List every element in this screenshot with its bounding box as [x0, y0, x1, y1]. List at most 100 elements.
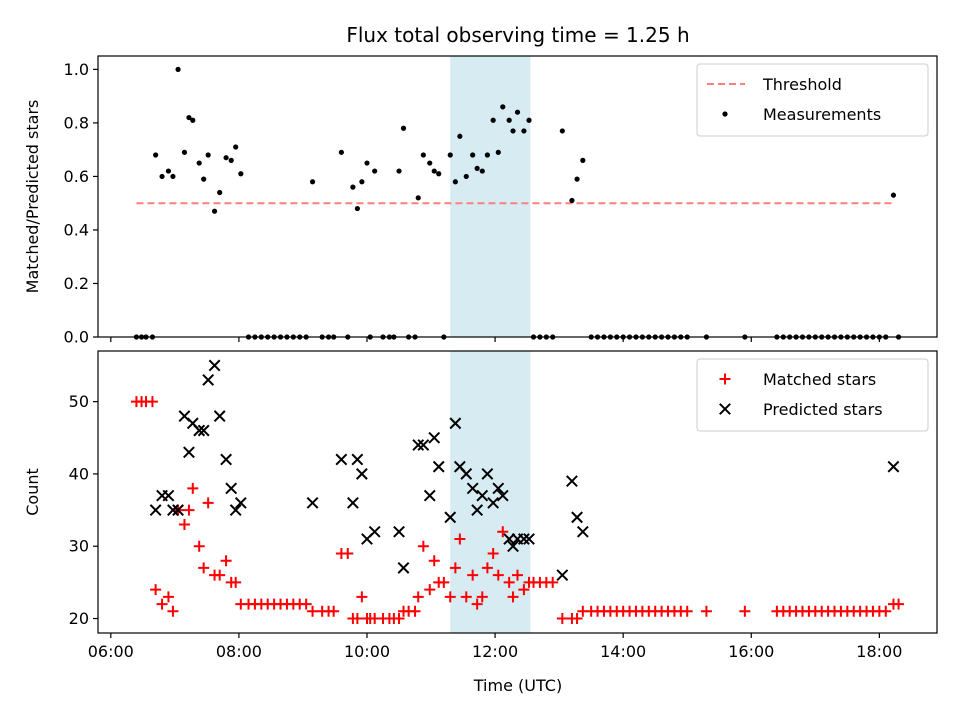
legend-label: Threshold — [762, 75, 842, 94]
legend-swatch — [719, 373, 731, 385]
data-point — [214, 569, 226, 581]
data-point — [880, 605, 892, 617]
data-point — [470, 152, 476, 158]
data-point — [202, 374, 215, 386]
data-point — [165, 168, 172, 174]
data-point — [201, 176, 207, 182]
highlight-band — [450, 56, 531, 337]
data-point — [220, 453, 232, 466]
data-point — [517, 533, 530, 545]
legend-label: Matched stars — [763, 370, 876, 389]
data-point — [559, 128, 565, 134]
legend-swatch — [719, 403, 731, 415]
data-point — [507, 540, 519, 553]
data-point — [471, 504, 484, 516]
data-point — [481, 468, 494, 480]
data-point — [420, 152, 426, 158]
data-point — [172, 504, 184, 516]
y-tick-label: 30 — [69, 537, 89, 556]
data-point — [186, 114, 192, 121]
data-point — [196, 160, 202, 166]
data-point — [428, 555, 440, 567]
data-point — [342, 547, 354, 559]
data-point — [193, 424, 206, 437]
data-point — [234, 496, 247, 509]
data-point — [328, 605, 340, 617]
legend-label: Predicted stars — [763, 400, 883, 419]
data-point — [487, 496, 500, 509]
data-point — [167, 605, 179, 617]
data-point — [307, 605, 319, 617]
data-point — [497, 526, 509, 538]
y-tick-label: 0.8 — [64, 113, 89, 132]
y-tick-label: 20 — [69, 609, 89, 628]
data-point — [521, 128, 527, 134]
data-point — [412, 591, 424, 603]
legend-swatch — [722, 111, 728, 117]
data-point — [490, 117, 496, 123]
data-point — [476, 489, 489, 502]
data-point — [452, 179, 458, 185]
data-point — [393, 525, 405, 538]
data-point — [457, 133, 463, 139]
x-tick-label: 14:00 — [600, 642, 646, 661]
data-point — [146, 396, 158, 408]
y-tick-label: 0.6 — [64, 167, 89, 186]
data-point — [233, 144, 239, 150]
y-tick-label: 0.4 — [64, 220, 89, 239]
data-point — [518, 584, 530, 596]
data-point — [238, 171, 244, 177]
data-point — [230, 576, 242, 588]
data-point — [351, 613, 363, 625]
chart-title: Flux total observing time = 1.25 h — [346, 23, 689, 47]
data-point — [476, 591, 488, 603]
data-point — [506, 117, 512, 123]
data-point — [220, 555, 232, 567]
x-tick-label: 16:00 — [728, 642, 774, 661]
data-point — [569, 197, 575, 204]
data-point — [211, 208, 218, 214]
data-point — [556, 613, 568, 625]
data-point — [512, 569, 523, 581]
axes-frame — [97, 55, 938, 338]
data-point — [449, 417, 462, 430]
data-point — [359, 179, 365, 185]
data-point — [479, 168, 485, 174]
legend: Matched stars Predicted stars — [696, 358, 929, 432]
data-point — [338, 149, 344, 155]
data-point — [571, 613, 583, 625]
data-point — [444, 591, 456, 603]
data-point — [409, 605, 421, 617]
data-point — [415, 195, 421, 201]
data-point — [198, 562, 210, 574]
data-point — [183, 446, 195, 459]
data-point — [431, 168, 437, 174]
y-axis-title: Count — [23, 468, 42, 516]
x-tick-label: 06:00 — [88, 642, 134, 661]
x-tick-label: 18:00 — [856, 642, 902, 661]
y-tick-label: 0.0 — [64, 328, 89, 347]
series-measurements — [133, 66, 902, 340]
data-point — [471, 598, 483, 610]
x-tick-label: 08:00 — [216, 642, 262, 661]
x-tick-label: 12:00 — [472, 642, 518, 661]
data-point — [739, 605, 751, 617]
data-point — [556, 569, 569, 582]
data-point — [213, 410, 226, 422]
data-point — [503, 576, 515, 588]
data-point — [202, 497, 214, 509]
data-point — [460, 591, 472, 603]
data-point — [580, 157, 586, 163]
y-tick-label: 50 — [69, 392, 89, 411]
data-point — [335, 453, 348, 466]
data-point — [681, 605, 693, 617]
top-panel-ratio: 0.0 0.2 0.4 0.6 0.8 1.0 Matched/Predicted star… — [23, 55, 938, 347]
data-point — [397, 562, 410, 574]
data-point — [523, 533, 535, 545]
data-point — [217, 189, 223, 196]
data-point — [306, 496, 319, 509]
data-point — [514, 109, 521, 115]
data-point — [481, 562, 493, 574]
data-point — [368, 525, 381, 538]
